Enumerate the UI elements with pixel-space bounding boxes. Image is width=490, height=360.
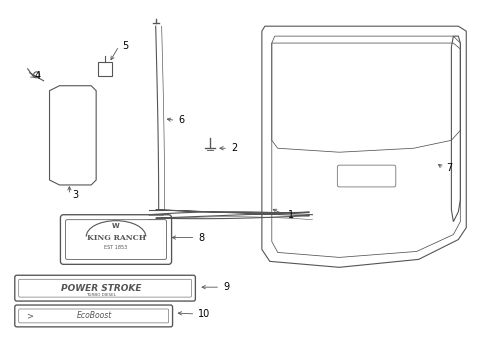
Text: TURBO DIESEL: TURBO DIESEL xyxy=(86,293,116,297)
Text: 1: 1 xyxy=(288,210,294,220)
Text: 7: 7 xyxy=(446,163,453,173)
Text: W: W xyxy=(112,222,120,229)
Text: 6: 6 xyxy=(178,116,185,126)
Text: 10: 10 xyxy=(198,309,211,319)
Text: 9: 9 xyxy=(223,282,229,292)
Text: 5: 5 xyxy=(122,41,128,51)
Text: 3: 3 xyxy=(73,190,78,200)
Text: EcoBoost: EcoBoost xyxy=(76,311,112,320)
Text: >: > xyxy=(26,311,33,320)
Text: POWER STROKE: POWER STROKE xyxy=(61,284,142,293)
Text: 2: 2 xyxy=(231,143,237,153)
Text: EST 1853: EST 1853 xyxy=(104,245,127,250)
Text: KING RANCH: KING RANCH xyxy=(87,234,146,242)
Text: 8: 8 xyxy=(198,233,204,243)
Text: 4: 4 xyxy=(35,71,41,81)
